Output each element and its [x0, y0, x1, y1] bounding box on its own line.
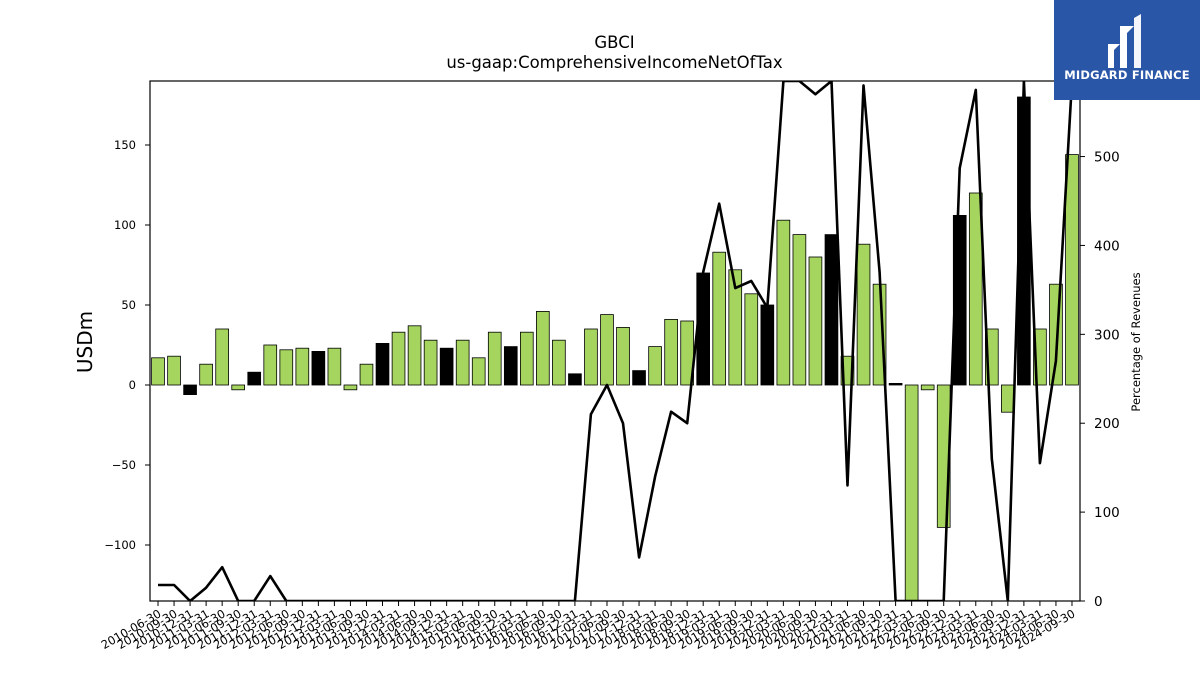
bar-2019-06-30: [728, 269, 743, 386]
bar-2021-12-31: [888, 382, 903, 386]
brand-logo: MIDGARD FINANCE: [1054, 0, 1200, 100]
bar-2012-09-30: [295, 347, 310, 386]
bar-2016-06-30: [536, 310, 550, 386]
bar-2015-09-30: [487, 331, 502, 386]
midgard-mark-icon: [1108, 14, 1141, 68]
bar-2018-06-30: [664, 318, 678, 386]
y-tick-label: −100: [104, 538, 136, 552]
line-path: [158, 81, 1074, 601]
bar-2022-06-30: [920, 384, 935, 391]
bar-2012-06-30: [279, 349, 294, 386]
bar-2019-12-31: [760, 304, 775, 386]
bar-2015-12-31: [503, 346, 518, 386]
y2-tick-label: 400: [1094, 238, 1120, 254]
bar-2017-09-30: [616, 326, 630, 386]
bar-2010-06-30: [151, 357, 165, 386]
bar-2011-03-31: [199, 363, 213, 386]
bar-2019-03-31: [712, 251, 727, 386]
bar-2013-12-31: [375, 342, 390, 386]
y2-axis-label: Percentage of Revenues: [1129, 272, 1143, 411]
bar-2024-09-30: [1065, 154, 1079, 386]
bar-2013-09-30: [359, 363, 374, 386]
bar-2016-12-31: [568, 373, 582, 386]
bar-2014-12-31: [439, 347, 454, 386]
bar-2018-12-31: [696, 272, 711, 386]
y-tick-label: −50: [112, 458, 136, 472]
y-tick-label: 100: [114, 218, 136, 232]
bar-2013-03-31: [327, 347, 342, 386]
bar-2015-03-31: [455, 339, 470, 386]
chart-subtitle: us-gaap:ComprehensiveIncomeNetOfTax: [446, 53, 783, 72]
bar-2020-03-31: [776, 219, 791, 386]
bar-2012-03-31: [263, 344, 278, 386]
bar-2017-03-31: [584, 328, 598, 386]
bar-2014-06-30: [407, 325, 422, 386]
bar-2013-06-30: [343, 384, 358, 391]
y2-tick-label: 300: [1094, 327, 1120, 343]
bar-2016-03-31: [519, 331, 534, 386]
y-tick-label: 50: [121, 298, 136, 312]
y-tick-label: 150: [114, 138, 136, 152]
bar-2018-03-31: [648, 346, 662, 386]
y2-tick-label: 0: [1094, 594, 1103, 610]
y-axis-label: USDm: [73, 311, 97, 373]
bar-2019-09-30: [744, 293, 759, 386]
bar-2023-03-31: [968, 192, 983, 386]
bar-2011-06-30: [215, 328, 229, 386]
bar-2015-06-30: [471, 357, 486, 386]
brand-name: MIDGARD FINANCE: [1064, 68, 1190, 82]
bar-2021-06-30: [856, 243, 871, 386]
chart-title: GBCI: [594, 33, 634, 52]
bar-2012-12-31: [311, 350, 326, 386]
bar-series: [151, 96, 1079, 602]
plot-frame: [149, 80, 1081, 602]
y2-tick-label: 500: [1094, 150, 1120, 166]
y-tick-label: 0: [129, 378, 136, 392]
bar-2011-09-30: [231, 384, 246, 391]
bar-2020-06-30: [792, 234, 807, 386]
bar-2014-03-31: [391, 331, 406, 386]
bar-2011-12-31: [247, 371, 262, 386]
bar-2020-12-31: [824, 234, 839, 386]
bar-2014-09-30: [423, 339, 438, 386]
axes: −100−5005010015001002003004005002010-06-…: [99, 80, 1120, 652]
line-series: [158, 81, 1074, 601]
bar-2022-03-31: [904, 384, 919, 602]
bar-2023-09-30: [1001, 384, 1015, 413]
bar-2017-12-31: [632, 370, 646, 386]
bar-2010-09-30: [167, 355, 181, 386]
bar-2016-09-30: [552, 339, 566, 386]
bar-2010-12-31: [183, 384, 197, 396]
y2-tick-label: 200: [1094, 416, 1120, 432]
bar-2020-09-30: [808, 256, 823, 386]
bar-2017-06-30: [600, 314, 614, 386]
y2-tick-label: 100: [1094, 505, 1120, 521]
